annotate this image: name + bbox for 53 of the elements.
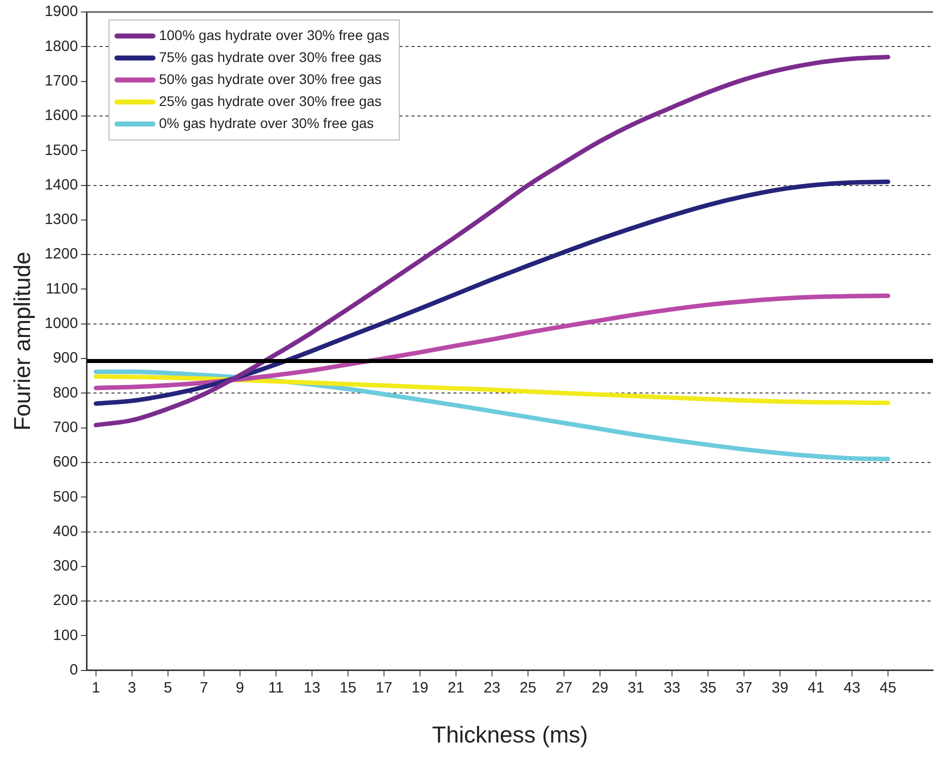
y-tick-label: 200 <box>52 592 78 610</box>
x-tick-label: 31 <box>628 680 644 697</box>
x-tick-label: 7 <box>200 680 208 697</box>
legend-label: 75% gas hydrate over 30% free gas <box>158 48 382 65</box>
x-axis-title: Thickness (ms) <box>432 722 588 748</box>
x-tick-label: 33 <box>664 680 680 697</box>
legend-label: 0% gas hydrate over 30% free gas <box>158 114 374 131</box>
y-axis-title: Fourier amplitude <box>9 252 36 431</box>
x-tick-label: 41 <box>808 680 824 697</box>
x-tick-label: 19 <box>412 680 428 697</box>
y-tick-label: 1000 <box>44 315 78 332</box>
y-tick-label: 500 <box>52 488 78 506</box>
y-tick-label: 1400 <box>44 176 78 194</box>
x-tick-label: 21 <box>448 680 464 697</box>
x-tick-label: 9 <box>236 680 244 697</box>
y-tick-label: 1300 <box>44 211 78 228</box>
y-tick-label: 1500 <box>44 142 78 159</box>
line-series <box>94 180 890 406</box>
x-tick-label: 3 <box>128 680 136 697</box>
y-tick-label: 800 <box>52 384 78 402</box>
line-series <box>94 294 890 390</box>
y-tick-label: 600 <box>52 454 78 471</box>
x-tick-label: 35 <box>700 680 716 697</box>
y-tick-label: 1600 <box>44 107 78 124</box>
x-tick-label: 39 <box>772 680 788 697</box>
y-tick-label: 0 <box>70 662 78 679</box>
x-tick-label: 43 <box>844 680 860 697</box>
x-tick-label: 29 <box>592 680 608 697</box>
x-tick-label: 13 <box>304 680 320 697</box>
y-tick-label: 400 <box>52 522 78 540</box>
y-tick-label: 100 <box>52 626 78 644</box>
y-tick-label: 700 <box>52 418 78 436</box>
x-tick-label: 15 <box>340 680 356 697</box>
y-tick-label: 300 <box>52 558 78 575</box>
legend-label: 100% gas hydrate over 30% free gas <box>158 26 390 43</box>
x-tick-label: 11 <box>268 680 284 697</box>
y-tick-label: 1100 <box>46 280 78 298</box>
x-tick-label: 17 <box>376 680 392 697</box>
x-tick-label: 27 <box>556 680 572 697</box>
x-tick-label: 1 <box>92 680 100 697</box>
line-series <box>94 374 890 406</box>
y-tick-label: 900 <box>52 350 78 367</box>
x-tick-label: 23 <box>484 680 500 697</box>
x-tick-label: 25 <box>520 680 536 697</box>
x-tick-label: 45 <box>880 680 896 697</box>
legend-label: 50% gas hydrate over 30% free gas <box>158 70 382 87</box>
y-tick-label: 1900 <box>44 3 78 20</box>
x-tick-label: 5 <box>164 680 172 697</box>
y-tick-label: 1200 <box>44 246 78 263</box>
y-tick-label: 1800 <box>44 38 78 55</box>
x-tick-label: 37 <box>736 680 752 697</box>
legend-label: 25% gas hydrate over 30% free gas <box>158 92 382 109</box>
y-tick-label: 1700 <box>44 72 78 90</box>
